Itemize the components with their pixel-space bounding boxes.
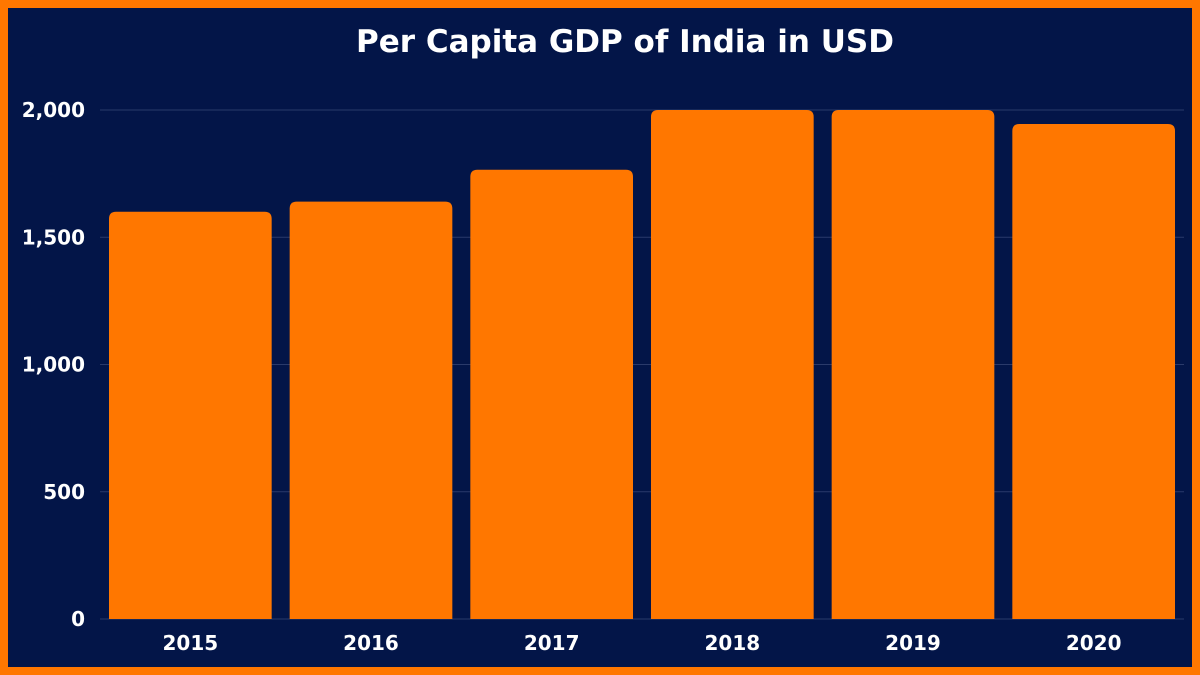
y-tick-label: 2,000	[22, 98, 85, 122]
bar-2017	[470, 169, 633, 619]
x-tick-label: 2020	[1066, 631, 1122, 655]
x-tick-label: 2015	[162, 631, 218, 655]
bar-2018	[651, 110, 814, 619]
bar-2020	[1012, 123, 1175, 619]
chart-title: Per Capita GDP of India in USD	[356, 24, 894, 60]
y-axis-ticks: 0 500 1,000 1,500 2,000	[22, 98, 85, 631]
grid-lines	[100, 109, 1184, 620]
y-tick-label: 1,500	[22, 225, 85, 249]
y-tick-label: 500	[43, 480, 85, 504]
x-tick-label: 2019	[885, 631, 941, 655]
y-tick-label: 0	[71, 607, 85, 631]
bar-2016	[289, 201, 453, 619]
x-tick-label: 2017	[524, 631, 580, 655]
bars	[109, 110, 1175, 620]
x-tick-label: 2018	[704, 631, 760, 655]
bar-2019	[831, 110, 995, 619]
y-tick-label: 1,000	[22, 353, 85, 377]
x-tick-label: 2016	[343, 631, 399, 655]
x-axis-ticks: 2015 2016 2017 2018 2019 2020	[162, 631, 1121, 655]
bar-2015	[109, 211, 272, 620]
